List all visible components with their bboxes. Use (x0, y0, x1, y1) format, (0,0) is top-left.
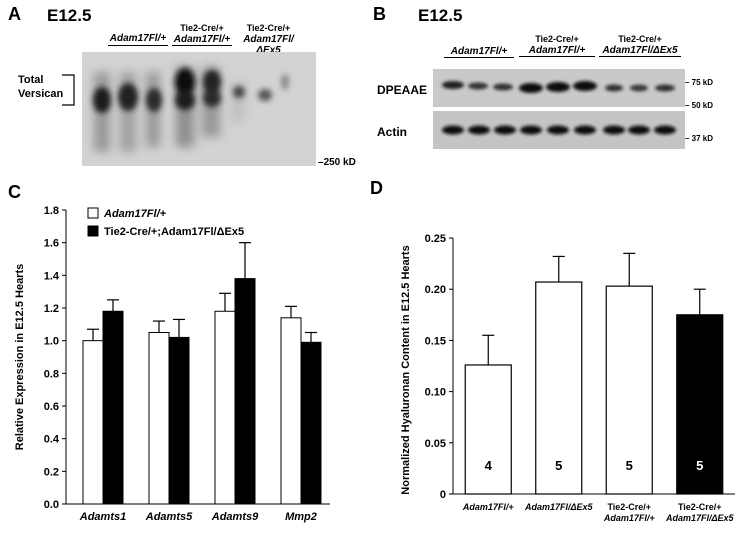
panel-b-letter: B (373, 4, 386, 24)
panel-a-group-2-line2: Adam17Fl/+ (172, 34, 232, 46)
panel-d-x-tick-label: Adam17Fl/ΔEx5 (524, 502, 594, 512)
panel-b-group-2-line2: Adam17Fl/+ (519, 45, 595, 57)
panel-d-x-tick-label: Adam17Fl/+ (462, 502, 515, 512)
panel-c-y-tick-label: 0.4 (44, 434, 60, 446)
panel-d-y-tick-label: 0.15 (425, 335, 446, 347)
panel-c-x-tick-label: Adamts1 (79, 511, 126, 523)
panel-a-stage: E12.5 (47, 6, 92, 25)
panel-a-band-label-line2: Versican (18, 88, 64, 100)
panel-a-group-2: Tie2-Cre/+ Adam17Fl/+ (172, 23, 232, 46)
panel-c-bar (214, 310, 236, 505)
panel-c-bar (280, 317, 302, 505)
panel-d-n-label: 4 (485, 458, 493, 473)
panel-c-y-tick-label: 0.0 (44, 499, 59, 511)
panel-b-group-2: Tie2-Cre/+ Adam17Fl/+ (519, 34, 595, 57)
panel-b-group-2-line1: Tie2-Cre/+ (535, 34, 579, 44)
panel-c-bar (234, 278, 256, 505)
panel-b-marker-50-text: 50 kD (691, 101, 714, 110)
panel-a-band-label: Total Versican (18, 73, 63, 101)
panel-c-legend-label: Tie2-Cre/+;Adam17Fl/ΔEx5 (104, 226, 244, 238)
panel-b-group-1-genotype: Adam17Fl/+ (444, 46, 514, 58)
panel-c-legend-label: Adam17Fl/+ (103, 208, 167, 220)
panel-b-marker-75-text: 75 kD (691, 78, 714, 87)
panel-b-group-1: Adam17Fl/+ (444, 46, 514, 58)
panel-c-legend-swatch (87, 225, 99, 237)
panel-a-group-1-genotype: Adam17Fl/+ (108, 33, 168, 46)
panel-b-group-3: Tie2-Cre/+ Adam17Fl/ΔEx5 (599, 34, 681, 57)
panel-c-y-tick-label: 0.6 (44, 401, 59, 413)
panel-a-marker-dash: – (318, 157, 324, 168)
panel-d-x-tick-label-line2: Adam17Fl/ΔEx5 (665, 513, 735, 523)
panel-d-n-label: 5 (696, 458, 703, 473)
panel-d-n-label: 5 (555, 458, 562, 473)
panel-d-y-tick-label: 0.20 (425, 284, 446, 296)
panel-b-group-3-line1: Tie2-Cre/+ (618, 34, 662, 44)
panel-c-chart: 0.0 0.2 0.4 0.6 0.8 1.0 1.2 1.4 1.6 1.8 Relative E… (14, 205, 330, 523)
panel-b-marker-37-text: 37 kD (691, 134, 714, 143)
panel-c-x-tick-label: Adamts5 (145, 511, 193, 523)
panel-d-chart: 0 0.05 0.10 0.15 0.20 0.25 Normalized Hyaluron… (400, 233, 735, 523)
panel-c-x-tick-label: Adamts9 (211, 511, 259, 523)
panel-c-y-tick-label: 1.0 (44, 336, 59, 348)
panel-c-legend-swatch (87, 207, 99, 219)
panel-d-y-axis-title: Normalized Hyaluronan Content in E12.5 H… (400, 245, 412, 494)
panel-c-bar (82, 340, 104, 505)
panel-a-band-label-line1: Total (18, 74, 44, 86)
panel-d-y-tick-label: 0.10 (425, 387, 446, 399)
panel-c-y-tick-label: 1.2 (44, 303, 59, 315)
panel-c-y-tick-label: 1.4 (44, 270, 60, 282)
panel-a-group-1: Adam17Fl/+ (108, 33, 168, 46)
panel-c-bar (300, 341, 322, 505)
panel-b-group-3-line2: Adam17Fl/ΔEx5 (599, 45, 681, 57)
panel-c-letter: C (8, 182, 21, 202)
panel-d-y-tick-label: 0 (440, 489, 446, 501)
panel-b-row2-label: Actin (377, 125, 407, 139)
panel-d-x-tick-label: Tie2-Cre/+ (678, 502, 722, 512)
panel-b-row1-label: DPEAAE (377, 83, 428, 97)
panel-c-bar (102, 310, 124, 505)
panel-c-y-tick-label: 0.8 (44, 368, 59, 380)
panel-a-group-2-line1: Tie2-Cre/+ (180, 23, 224, 33)
panel-c-bar (168, 336, 190, 505)
panel-c-y-tick-label: 1.6 (44, 238, 59, 250)
panel-c-y-axis-title: Relative Expression in E12.5 Hearts (14, 264, 26, 450)
panel-b-blot (433, 69, 685, 149)
panel-d-x-tick-label: Tie2-Cre/+ (607, 502, 651, 512)
panel-a-marker: –250 kD (318, 157, 356, 168)
panel-b-marker-50: – 50 kD (685, 101, 714, 110)
panel-a-blot (82, 52, 316, 166)
panel-d-bar (535, 281, 583, 495)
panel-d-y-tick-label: 0.25 (425, 233, 446, 245)
panel-d-x-tick-label-line2: Adam17Fl/+ (603, 513, 656, 523)
panel-a-group-3-line1: Tie2-Cre/+ (246, 23, 291, 33)
panel-d-n-label: 5 (626, 458, 633, 473)
panel-a-bracket (62, 74, 75, 106)
panel-b-marker-75: – 75 kD (685, 78, 714, 87)
panel-c-y-tick-label: 0.2 (44, 466, 59, 478)
panel-b-stage: E12.5 (418, 6, 463, 25)
panel-d-y-tick-label: 0.05 (425, 438, 446, 450)
panel-d-bar (464, 364, 512, 495)
panel-a-letter: A (8, 4, 21, 24)
panel-d-bar (676, 314, 724, 495)
panel-c-y-tick-label: 1.8 (44, 205, 59, 217)
panel-b-marker-37: – 37 kD (685, 134, 714, 143)
panel-a-marker-text: 250 kD (323, 157, 356, 168)
panel-c-x-tick-label: Mmp2 (285, 511, 317, 523)
panel-d-letter: D (370, 178, 383, 198)
panel-c-bar (148, 332, 170, 505)
